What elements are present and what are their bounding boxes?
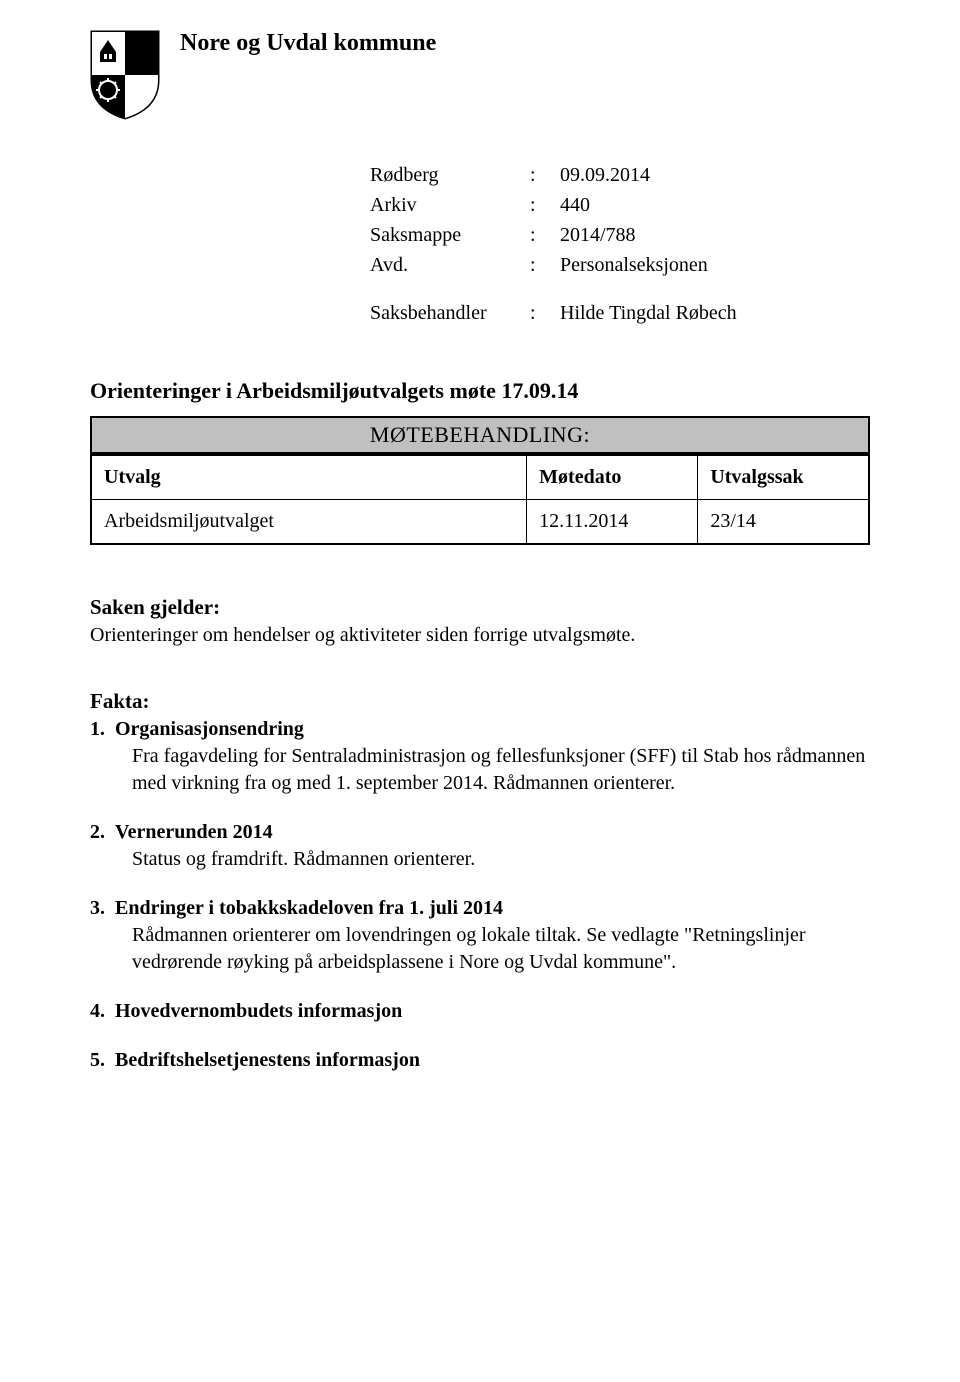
- fakta-item: 4. Hovedvernombudets informasjon: [90, 998, 870, 1025]
- fakta-item: 5. Bedriftshelsetjenestens informasjon: [90, 1047, 870, 1074]
- meta-label: Saksbehandler: [370, 298, 530, 328]
- fakta-body: Fra fagavdeling for Sentraladministrasjo…: [132, 745, 865, 794]
- saken-title: Saken gjelder:: [90, 595, 870, 620]
- fakta-num: 2.: [90, 821, 105, 843]
- table-header-utvalgssak: Utvalgssak: [698, 455, 869, 500]
- meta-label: Saksmappe: [370, 220, 530, 250]
- fakta-body: Rådmannen orienterer om lovendringen og …: [132, 924, 806, 973]
- meta-colon: :: [530, 298, 560, 328]
- fakta-num: 5.: [90, 1049, 105, 1071]
- table-row: Arbeidsmiljøutvalget 12.11.2014 23/14: [91, 500, 869, 545]
- table-cell-utvalg: Arbeidsmiljøutvalget: [91, 500, 527, 545]
- fakta-heading: Bedriftshelsetjenestens informasjon: [115, 1049, 420, 1071]
- meta-value: Hilde Tingdal Røbech: [560, 298, 870, 328]
- table-header-utvalg: Utvalg: [91, 455, 527, 500]
- mote-banner: MØTEBEHANDLING:: [90, 416, 870, 454]
- document-title: Orienteringer i Arbeidsmiljøutvalgets mø…: [90, 378, 870, 404]
- table-header-row: Utvalg Møtedato Utvalgssak: [91, 455, 869, 500]
- municipality-shield-icon: [90, 30, 160, 120]
- meta-label: Rødberg: [370, 160, 530, 190]
- fakta-num: 4.: [90, 1000, 105, 1022]
- meta-value: Personalseksjonen: [560, 250, 870, 280]
- fakta-heading: Hovedvernombudets informasjon: [115, 1000, 402, 1022]
- document-header: Nore og Uvdal kommune: [90, 30, 870, 120]
- fakta-item: 1. Organisasjonsendring Fra fagavdeling …: [90, 716, 870, 797]
- meta-colon: :: [530, 190, 560, 220]
- fakta-list: 1. Organisasjonsendring Fra fagavdeling …: [90, 716, 870, 1074]
- meta-colon: :: [530, 250, 560, 280]
- mote-table: Utvalg Møtedato Utvalgssak Arbeidsmiljøu…: [90, 454, 870, 545]
- fakta-heading: Endringer i tobakkskadeloven fra 1. juli…: [115, 897, 503, 919]
- fakta-heading: Vernerunden 2014: [115, 821, 273, 843]
- meta-value: 2014/788: [560, 220, 870, 250]
- meta-colon: :: [530, 220, 560, 250]
- meta-colon: :: [530, 160, 560, 190]
- meta-value: 440: [560, 190, 870, 220]
- fakta-title: Fakta:: [90, 689, 870, 714]
- saken-text: Orienteringer om hendelser og aktivitete…: [90, 622, 870, 649]
- meta-row: Arkiv : 440: [370, 190, 870, 220]
- fakta-num: 1.: [90, 718, 105, 740]
- meta-row: Avd. : Personalseksjonen: [370, 250, 870, 280]
- org-name: Nore og Uvdal kommune: [180, 30, 436, 57]
- meta-row: Rødberg : 09.09.2014: [370, 160, 870, 190]
- table-cell-motedato: 12.11.2014: [527, 500, 698, 545]
- fakta-item: 3. Endringer i tobakkskadeloven fra 1. j…: [90, 895, 870, 976]
- meta-label: Avd.: [370, 250, 530, 280]
- meta-row: Saksmappe : 2014/788: [370, 220, 870, 250]
- meta-row-handler: Saksbehandler : Hilde Tingdal Røbech: [370, 298, 870, 328]
- fakta-num: 3.: [90, 897, 105, 919]
- table-cell-utvalgssak: 23/14: [698, 500, 869, 545]
- meta-label: Arkiv: [370, 190, 530, 220]
- case-metadata: Rødberg : 09.09.2014 Arkiv : 440 Saksmap…: [370, 160, 870, 328]
- fakta-body: Status og framdrift. Rådmannen orientere…: [132, 848, 475, 870]
- fakta-item: 2. Vernerunden 2014 Status og framdrift.…: [90, 819, 870, 873]
- meta-value: 09.09.2014: [560, 160, 870, 190]
- fakta-heading: Organisasjonsendring: [115, 718, 304, 740]
- table-header-motedato: Møtedato: [527, 455, 698, 500]
- meta-spacer: [370, 280, 870, 298]
